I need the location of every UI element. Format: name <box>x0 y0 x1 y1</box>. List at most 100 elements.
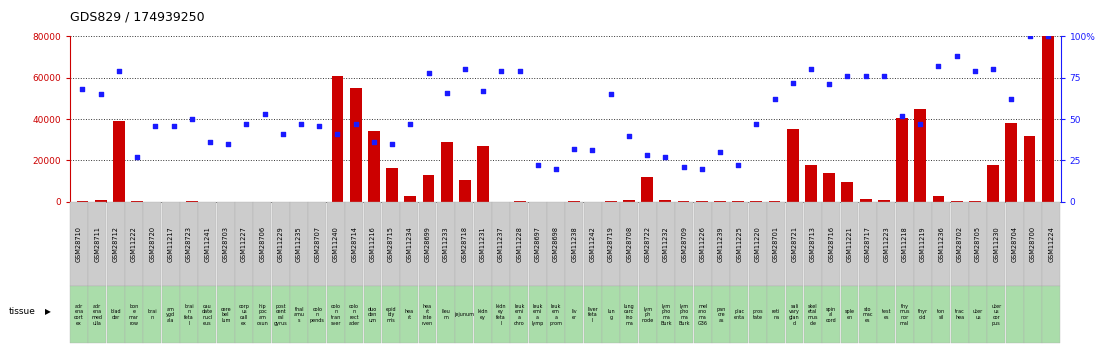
Text: test
es: test es <box>881 309 891 320</box>
Point <box>839 73 857 79</box>
Text: skel
etal
mus
cle: skel etal mus cle <box>808 304 818 326</box>
Bar <box>751 201 763 202</box>
Text: GSM28707: GSM28707 <box>314 226 320 262</box>
Point <box>183 116 200 122</box>
Text: leuk
em
a
prom: leuk em a prom <box>549 304 562 326</box>
Text: leuk
emi
a
lymp: leuk emi a lymp <box>531 304 544 326</box>
Text: thyr
oid: thyr oid <box>918 309 928 320</box>
Text: lym
pho
ma
Burk: lym pho ma Burk <box>660 304 672 326</box>
Point <box>747 121 765 127</box>
Text: adr
ena
cort
ex: adr ena cort ex <box>74 304 84 326</box>
Bar <box>987 165 999 202</box>
Text: ileu
m: ileu m <box>442 309 451 320</box>
Text: GSM11231: GSM11231 <box>479 226 486 262</box>
Bar <box>732 201 744 202</box>
Text: ton
sil: ton sil <box>938 309 945 320</box>
Text: adr
ena
med
ulla: adr ena med ulla <box>92 304 103 326</box>
Text: blad
der: blad der <box>111 309 121 320</box>
Bar <box>768 201 780 202</box>
Bar <box>897 118 908 202</box>
Bar <box>969 201 981 202</box>
Bar <box>660 200 671 202</box>
Text: GSM28712: GSM28712 <box>113 226 118 262</box>
Bar <box>878 200 890 202</box>
Bar <box>714 201 726 202</box>
Point <box>1038 33 1056 39</box>
Point <box>803 67 820 72</box>
Bar <box>696 201 707 202</box>
Point <box>820 81 838 87</box>
Bar <box>1042 36 1054 202</box>
Text: GSM11227: GSM11227 <box>241 226 247 262</box>
Text: uter
us
cor
pus: uter us cor pus <box>991 304 1002 326</box>
Text: hea
rt
inte
rven: hea rt inte rven <box>422 304 433 326</box>
Text: GSM11232: GSM11232 <box>663 226 669 262</box>
Bar <box>332 76 343 202</box>
Text: GSM28698: GSM28698 <box>554 226 559 262</box>
Text: am
ygd
ala: am ygd ala <box>166 306 175 323</box>
Text: GSM11236: GSM11236 <box>939 226 944 262</box>
Point <box>966 68 984 74</box>
Point <box>146 123 164 128</box>
Point <box>857 73 875 79</box>
Text: GSM11222: GSM11222 <box>131 226 137 262</box>
Point <box>730 162 747 168</box>
Text: pros
tate: pros tate <box>753 309 763 320</box>
Text: GSM11218: GSM11218 <box>901 226 908 262</box>
Text: GSM28714: GSM28714 <box>351 226 358 262</box>
Point <box>948 53 965 59</box>
Text: cere
bel
lum: cere bel lum <box>220 306 231 323</box>
Bar <box>404 196 416 202</box>
Point <box>893 113 911 118</box>
Point <box>219 141 237 147</box>
Point <box>674 164 692 170</box>
Text: GSM28709: GSM28709 <box>682 226 687 262</box>
Point <box>1003 96 1021 102</box>
Bar <box>824 173 835 202</box>
Text: brai
n: brai n <box>147 309 157 320</box>
Text: GSM11220: GSM11220 <box>755 226 761 262</box>
Point <box>292 121 310 127</box>
Text: GSM11229: GSM11229 <box>278 226 283 262</box>
Text: GSM28708: GSM28708 <box>627 226 632 262</box>
Text: GSM28711: GSM28711 <box>94 226 101 262</box>
Point <box>74 87 92 92</box>
Text: pan
cre
as: pan cre as <box>716 306 726 323</box>
Text: GSM28703: GSM28703 <box>223 226 229 262</box>
Text: plac
enta: plac enta <box>734 309 745 320</box>
Bar <box>386 168 399 202</box>
Point <box>438 90 456 95</box>
Bar <box>805 165 817 202</box>
Text: lung
carc
ino
ma: lung carc ino ma <box>624 304 634 326</box>
Bar <box>477 146 489 202</box>
Text: GSM28713: GSM28713 <box>810 226 816 262</box>
Text: GSM28721: GSM28721 <box>792 226 797 262</box>
Text: bon
e
mar
row: bon e mar row <box>128 304 139 326</box>
Text: GDS829 / 174939250: GDS829 / 174939250 <box>70 10 205 23</box>
Text: GSM28710: GSM28710 <box>76 226 82 262</box>
Text: brai
n
feta
l: brai n feta l <box>184 304 194 326</box>
Text: GSM11223: GSM11223 <box>883 226 889 262</box>
Bar <box>604 201 617 202</box>
Point <box>420 70 437 76</box>
Text: colo
n
pends: colo n pends <box>310 306 324 323</box>
Point <box>110 68 127 74</box>
Bar <box>459 180 470 202</box>
Point <box>346 121 364 127</box>
Text: GSM28699: GSM28699 <box>424 226 431 262</box>
Bar <box>787 129 798 202</box>
Text: reti
na: reti na <box>772 309 780 320</box>
Point <box>256 111 273 117</box>
Text: GSM28718: GSM28718 <box>462 226 467 262</box>
Text: GSM28705: GSM28705 <box>975 226 981 262</box>
Point <box>273 131 291 137</box>
Bar <box>350 88 362 202</box>
Bar <box>113 121 125 202</box>
Text: GSM28722: GSM28722 <box>644 226 651 262</box>
Text: GSM11241: GSM11241 <box>205 226 210 262</box>
Text: GSM28723: GSM28723 <box>186 226 192 262</box>
Text: GSM11219: GSM11219 <box>920 226 925 262</box>
Point <box>365 139 383 145</box>
Text: duo
den
um: duo den um <box>368 306 377 323</box>
Text: tissue: tissue <box>9 307 35 316</box>
